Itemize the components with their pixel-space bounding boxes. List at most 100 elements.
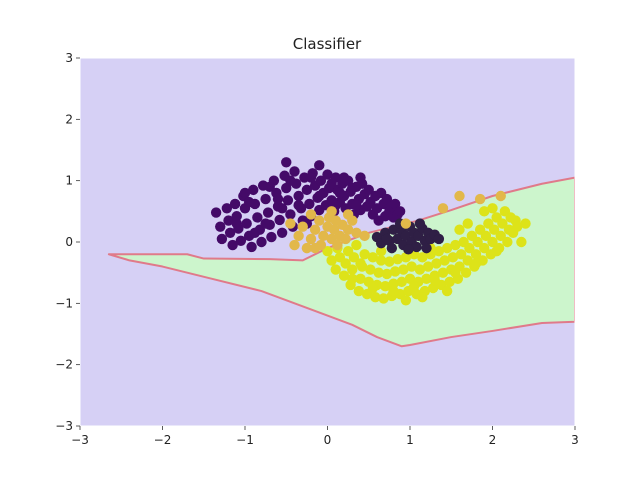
point-s1-92 [388,285,399,297]
point-s3-26 [454,190,465,202]
point-s0-91 [305,172,317,183]
point-s0-34 [285,209,296,220]
point-s1-31 [392,253,403,265]
point-s1-84 [502,236,513,248]
point-s1-89 [512,221,523,232]
point-s0-92 [326,178,337,189]
point-s0-102 [338,172,350,183]
point-s2-3 [388,224,399,235]
point-s1-102 [487,203,498,214]
point-s0-23 [262,207,274,218]
point-s2-23 [403,244,414,255]
point-s1-6 [340,258,351,269]
point-s0-10 [235,235,247,246]
point-s3-25 [332,239,343,251]
x-tick-label: 1 [406,433,414,447]
point-s1-0 [322,246,333,257]
point-s3-5 [309,224,321,235]
point-s1-81 [495,230,506,242]
x-tick-label: −3 [71,433,89,447]
point-s1-5 [338,270,350,281]
point-s3-16 [340,233,351,245]
point-s1-90 [347,273,358,284]
point-s0-52 [322,169,333,180]
point-s1-96 [470,258,482,269]
point-s0-43 [304,198,315,210]
point-s0-22 [260,193,271,205]
point-s0-81 [381,193,393,205]
point-s3-22 [285,218,296,229]
y-tick-label: 3 [65,51,73,65]
point-s3-23 [351,227,362,238]
point-s0-99 [334,187,346,199]
point-s1-62 [455,249,467,260]
point-s3-0 [289,239,300,251]
point-s1-64 [460,267,472,278]
point-s0-18 [252,212,263,223]
point-s0-93 [347,182,358,194]
y-tick-label: −1 [55,296,73,310]
point-s0-38 [293,190,304,202]
point-s1-70 [472,236,483,248]
point-s2-24 [381,233,393,245]
point-s0-20 [256,236,267,248]
point-s0-25 [266,231,277,243]
x-axis: −3 −2 −1 0 1 2 3 [71,426,579,447]
point-s3-20 [326,206,337,217]
point-s1-34 [398,264,409,275]
point-s1-2 [330,264,341,275]
point-s0-4 [223,215,234,226]
point-s0-94 [231,218,242,229]
point-s1-65 [462,255,473,266]
point-s0-7 [229,198,241,210]
point-s1-50 [431,258,442,269]
point-s0-107 [260,218,271,229]
point-s0-95 [249,227,261,238]
point-s1-95 [450,267,461,278]
x-tick-label: −2 [154,433,172,447]
point-s3-27 [437,203,449,214]
point-s0-101 [314,160,325,171]
x-tick-label: 3 [571,433,579,447]
point-s1-22 [373,267,384,278]
point-s0-88 [243,196,255,208]
y-tick-label: −2 [55,358,73,372]
point-s0-90 [285,175,296,186]
point-s1-56 [444,276,455,288]
point-s1-108 [417,292,428,303]
point-s2-25 [433,233,445,245]
point-s0-97 [293,200,304,211]
point-s1-27 [384,256,395,267]
point-s1-97 [491,246,502,257]
point-s2-22 [386,242,398,254]
point-s1-107 [400,295,412,306]
point-s1-77 [487,236,498,248]
point-s1-19 [367,252,379,263]
point-s0-49 [315,175,327,186]
point-s1-35 [400,252,412,263]
point-s0-13 [241,218,252,229]
point-s1-33 [396,276,407,288]
point-s1-10 [348,252,360,263]
point-s1-24 [378,293,389,304]
x-tick-label: 0 [324,433,332,447]
point-s1-23 [375,255,387,266]
point-s1-18 [365,264,376,275]
point-s0-3 [221,203,233,214]
y-tick-label: −3 [55,419,73,433]
point-s1-103 [479,206,490,217]
point-s0-5 [224,227,236,238]
point-s1-25 [380,280,391,292]
y-tick-label: 1 [65,174,73,188]
point-s3-2 [297,221,308,232]
point-s3-29 [474,193,486,205]
point-s1-26 [381,268,393,280]
point-s0-8 [231,211,242,222]
point-s3-1 [293,230,304,242]
chart-title: Classifier [293,35,362,53]
point-s1-78 [488,224,500,235]
point-s0-6 [227,239,238,251]
point-s0-1 [215,221,226,232]
point-s3-4 [305,233,317,245]
point-s1-109 [441,285,453,297]
